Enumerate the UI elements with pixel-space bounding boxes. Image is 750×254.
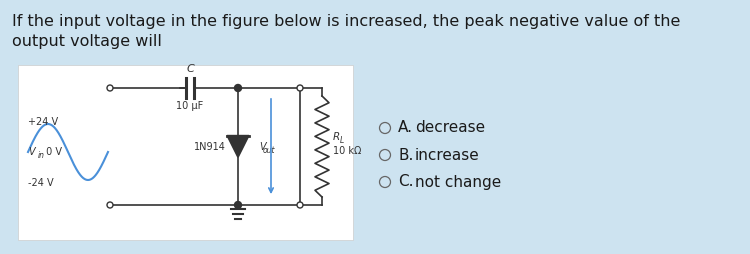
Text: decrease: decrease <box>415 120 485 135</box>
Circle shape <box>380 122 391 134</box>
Circle shape <box>235 85 242 91</box>
Text: C.: C. <box>398 174 413 189</box>
Text: 0 V: 0 V <box>43 147 62 157</box>
Text: increase: increase <box>415 148 480 163</box>
Text: If the input voltage in the figure below is increased, the peak negative value o: If the input voltage in the figure below… <box>12 14 680 29</box>
Text: output voltage will: output voltage will <box>12 34 162 49</box>
FancyBboxPatch shape <box>18 65 353 240</box>
Text: V: V <box>260 141 266 151</box>
Text: 10 μF: 10 μF <box>176 101 203 111</box>
Circle shape <box>107 202 113 208</box>
Circle shape <box>297 202 303 208</box>
Circle shape <box>380 150 391 161</box>
Circle shape <box>380 177 391 187</box>
Text: +24 V: +24 V <box>28 117 58 127</box>
Polygon shape <box>227 135 249 157</box>
Circle shape <box>107 85 113 91</box>
Text: A.: A. <box>398 120 413 135</box>
Text: V: V <box>28 147 34 157</box>
Text: 10 kΩ: 10 kΩ <box>333 147 362 156</box>
Text: 1N914: 1N914 <box>194 141 226 151</box>
Text: not change: not change <box>415 174 501 189</box>
Text: R: R <box>333 133 340 142</box>
Text: -24 V: -24 V <box>28 178 54 188</box>
Text: C: C <box>186 64 194 74</box>
Text: B.: B. <box>398 148 413 163</box>
Text: L: L <box>340 136 344 145</box>
Circle shape <box>235 201 242 209</box>
Circle shape <box>297 85 303 91</box>
Text: out: out <box>262 146 275 155</box>
Text: in: in <box>38 151 45 160</box>
